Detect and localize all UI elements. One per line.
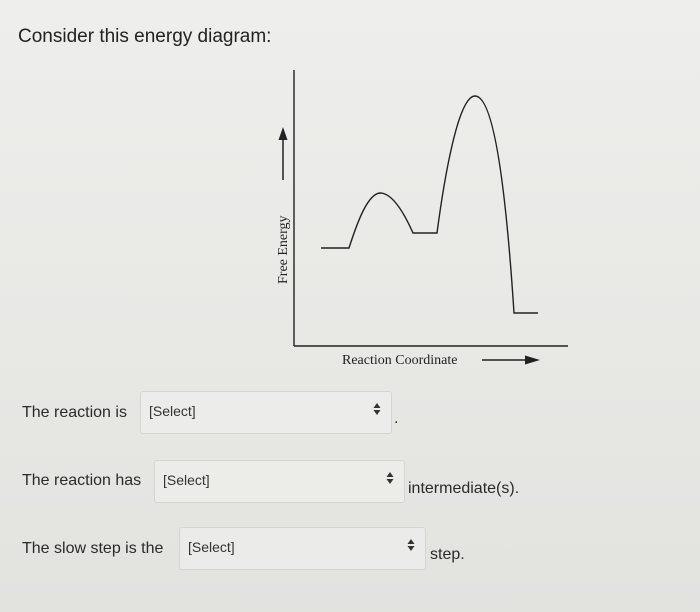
slow-step-select[interactable]: [Select] [179, 527, 426, 570]
question-1-prefix: The reaction is [22, 404, 127, 421]
energy-curve [321, 95, 538, 314]
slow-step-select-value: [Select] [188, 539, 235, 555]
question-3-prefix: The slow step is the [22, 540, 164, 557]
question-2-suffix: intermediate(s). [408, 480, 520, 497]
chevron-up-down-icon [373, 403, 381, 415]
y-axis-arrow-icon [278, 127, 288, 180]
chevron-up-down-icon [386, 472, 394, 484]
y-axis-label: Free Energy [276, 215, 291, 284]
chevron-up-down-icon [407, 539, 415, 551]
question-3-suffix: step. [430, 546, 465, 563]
x-axis-label: Reaction Coordinate [342, 353, 457, 368]
reaction-type-select-value: [Select] [149, 403, 196, 419]
question-1-suffix: . [394, 410, 399, 427]
question-heading: Consider this energy diagram: [18, 26, 272, 47]
intermediates-select-value: [Select] [163, 472, 210, 488]
intermediates-select[interactable]: [Select] [154, 460, 405, 503]
x-axis-arrow-icon [482, 355, 540, 365]
reaction-type-select[interactable]: [Select] [140, 391, 392, 434]
question-2-prefix: The reaction has [22, 472, 142, 489]
